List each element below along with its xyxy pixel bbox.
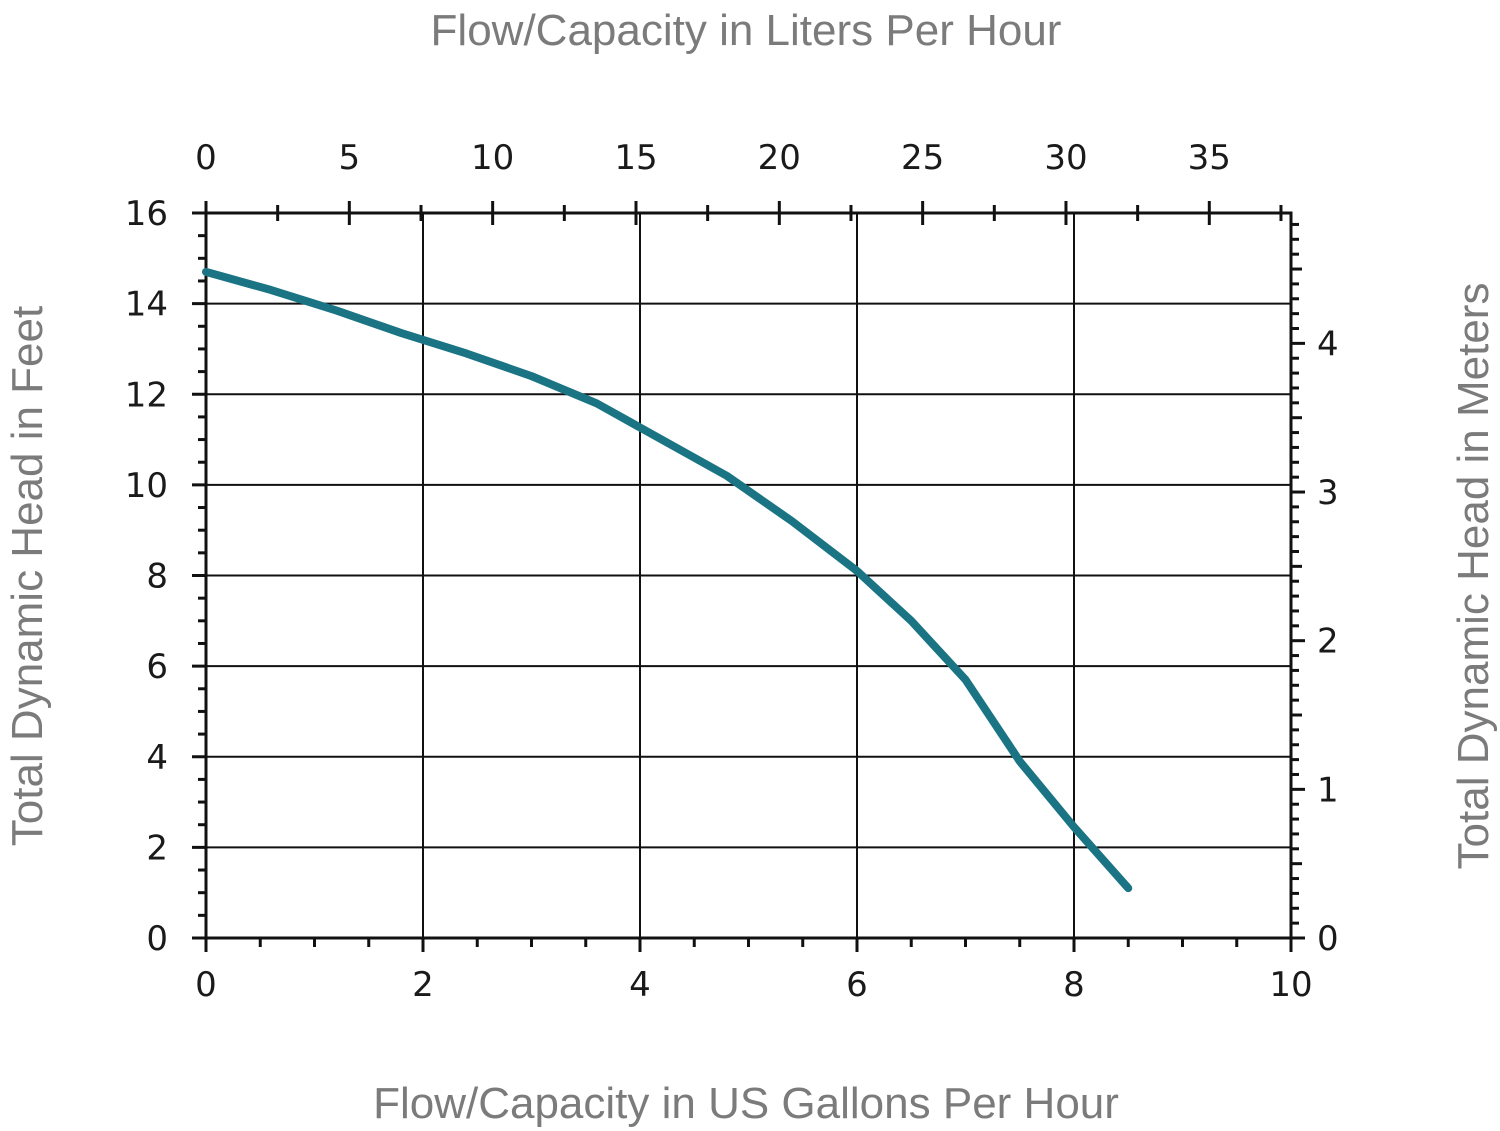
x2-tick-label: 25: [901, 138, 944, 178]
x2-tick-label: 35: [1188, 138, 1231, 178]
plot-border: [204, 211, 1293, 940]
y-tick-label: 6: [146, 647, 168, 687]
y-tick-label: 4: [146, 738, 168, 778]
x-tick-label: 6: [846, 965, 868, 1005]
x2-tick-label: 15: [614, 138, 657, 178]
x2-tick-label: 20: [758, 138, 801, 178]
y-tick-label: 0: [146, 919, 168, 959]
y-tick-label: 12: [125, 375, 168, 415]
x2-tick-label: 10: [471, 138, 514, 178]
curve-layer: [202, 267, 1133, 893]
y-tick-label: 10: [125, 466, 168, 506]
x-tick-label: 0: [195, 965, 217, 1005]
y2-tick-label: 4: [1317, 324, 1339, 364]
y2-tick-label: 0: [1317, 919, 1339, 959]
x2-tick-label: 5: [339, 138, 361, 178]
performance-curve: [202, 267, 1133, 893]
x-tick-label: 8: [1063, 965, 1085, 1005]
grid: [206, 213, 1291, 938]
left-axis-title: Total Dynamic Head in Feet: [3, 306, 52, 846]
y-tick-label: 16: [125, 194, 168, 234]
x-tick-label: 10: [1269, 965, 1312, 1005]
y-tick-label: 2: [146, 828, 168, 868]
right-axis-title: Total Dynamic Head in Meters: [1449, 283, 1498, 870]
bottom-axis-title: Flow/Capacity in US Gallons Per Hour: [373, 1079, 1119, 1128]
top-axis-title: Flow/Capacity in Liters Per Hour: [431, 6, 1062, 55]
y2-tick-label: 2: [1317, 622, 1339, 662]
x-tick-label: 2: [412, 965, 434, 1005]
y2-tick-label: 3: [1317, 473, 1339, 513]
y-tick-label: 14: [125, 285, 168, 325]
y-tick-label: 8: [146, 557, 168, 597]
x-tick-label: 4: [629, 965, 651, 1005]
x2-tick-label: 0: [195, 138, 217, 178]
x2-tick-label: 30: [1044, 138, 1087, 178]
plot-frame: [204, 211, 1293, 940]
y2-tick-label: 1: [1317, 770, 1339, 810]
